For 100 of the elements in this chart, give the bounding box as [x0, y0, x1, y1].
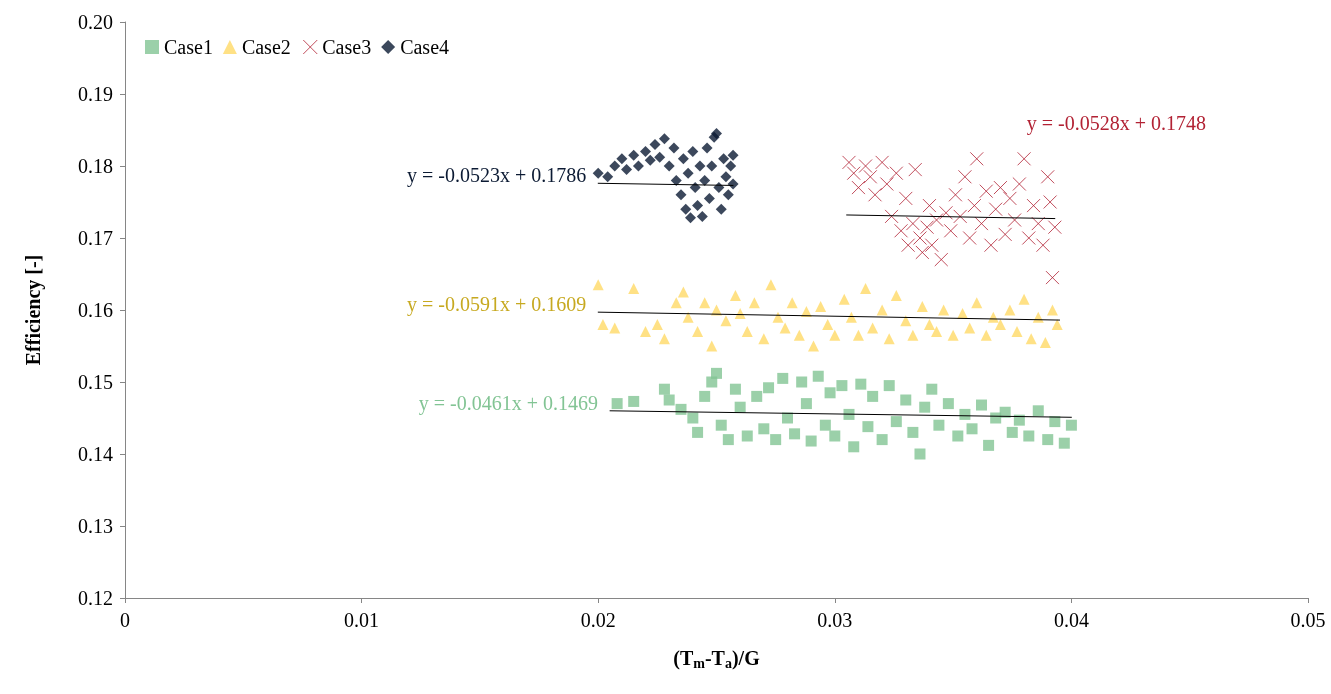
- point: [862, 421, 874, 433]
- point: [609, 160, 621, 172]
- point: [966, 423, 978, 435]
- point: [883, 380, 895, 392]
- point: [867, 390, 879, 402]
- point: [983, 439, 995, 451]
- point: [938, 304, 950, 316]
- legend-label: Case2: [241, 36, 291, 58]
- point: [867, 322, 879, 334]
- point: [597, 318, 609, 330]
- point: [663, 394, 675, 406]
- point: [1021, 231, 1036, 245]
- point: [699, 390, 711, 402]
- point: [983, 238, 998, 253]
- point: [611, 398, 623, 410]
- annotation: y = -0.0591x + 0.1609: [406, 293, 587, 317]
- point: [692, 326, 704, 338]
- point: [1043, 195, 1058, 209]
- point: [920, 220, 935, 235]
- point: [765, 279, 777, 291]
- point: [1046, 304, 1058, 316]
- point: [777, 372, 789, 384]
- point: [890, 416, 902, 428]
- point: [980, 329, 992, 341]
- point: [931, 326, 943, 338]
- point: [729, 383, 741, 395]
- point: [907, 426, 919, 438]
- point: [628, 282, 640, 294]
- point: [1040, 169, 1055, 184]
- point: [845, 311, 857, 323]
- point: [722, 189, 734, 201]
- point: [670, 174, 682, 186]
- point: [592, 167, 604, 179]
- y-tick-label: 0.15: [78, 371, 113, 393]
- point: [836, 380, 848, 392]
- x-tick-label: 0.03: [817, 609, 853, 631]
- point: [644, 154, 656, 166]
- point: [729, 290, 741, 302]
- point: [789, 428, 801, 440]
- point: [860, 282, 872, 294]
- point: [942, 398, 954, 410]
- point: [675, 189, 687, 201]
- point: [692, 426, 704, 438]
- y-tick-label: 0.17: [78, 227, 113, 249]
- point: [706, 340, 718, 352]
- point: [988, 202, 1003, 217]
- point: [727, 149, 739, 161]
- point: [829, 430, 841, 442]
- point: [1065, 419, 1077, 431]
- point: [677, 153, 689, 165]
- point: [682, 167, 694, 179]
- point: [999, 406, 1011, 418]
- point: [715, 203, 727, 215]
- point: [842, 155, 856, 170]
- point: [711, 367, 722, 379]
- point: [964, 322, 976, 334]
- legend-label: Case4: [400, 36, 450, 58]
- point: [715, 419, 727, 431]
- point: [741, 430, 753, 442]
- point: [939, 205, 953, 220]
- point: [800, 398, 812, 410]
- point: [654, 151, 666, 163]
- point: [822, 318, 834, 330]
- point: [699, 174, 711, 186]
- point: [962, 231, 977, 245]
- point: [592, 279, 604, 291]
- point: [908, 162, 923, 177]
- point: [687, 412, 699, 424]
- point: [1058, 437, 1070, 449]
- point: [838, 293, 850, 305]
- point: [680, 203, 692, 215]
- point: [1023, 430, 1035, 442]
- annotation: y = -0.0523x + 0.1786: [406, 164, 587, 188]
- point: [696, 210, 708, 222]
- point: [884, 209, 899, 224]
- point: [1042, 434, 1054, 446]
- point: [967, 198, 982, 213]
- point: [855, 378, 867, 390]
- y-tick-label: 0.19: [78, 83, 113, 105]
- y-tick-label: 0.13: [78, 515, 113, 537]
- point: [706, 160, 718, 172]
- point: [701, 142, 713, 154]
- point: [883, 333, 895, 345]
- point: [706, 376, 718, 388]
- point: [1032, 405, 1044, 417]
- point: [948, 187, 963, 202]
- point: [1036, 238, 1051, 253]
- point: [663, 160, 675, 172]
- point: [720, 171, 732, 183]
- point: [929, 213, 944, 227]
- point: [670, 297, 682, 309]
- point: [926, 383, 938, 395]
- point: [779, 322, 791, 334]
- point: [1007, 213, 1022, 227]
- point: [971, 297, 983, 309]
- point: [703, 192, 715, 204]
- point: [975, 399, 987, 411]
- point: [649, 138, 661, 150]
- point: [852, 329, 864, 341]
- point: [846, 166, 861, 181]
